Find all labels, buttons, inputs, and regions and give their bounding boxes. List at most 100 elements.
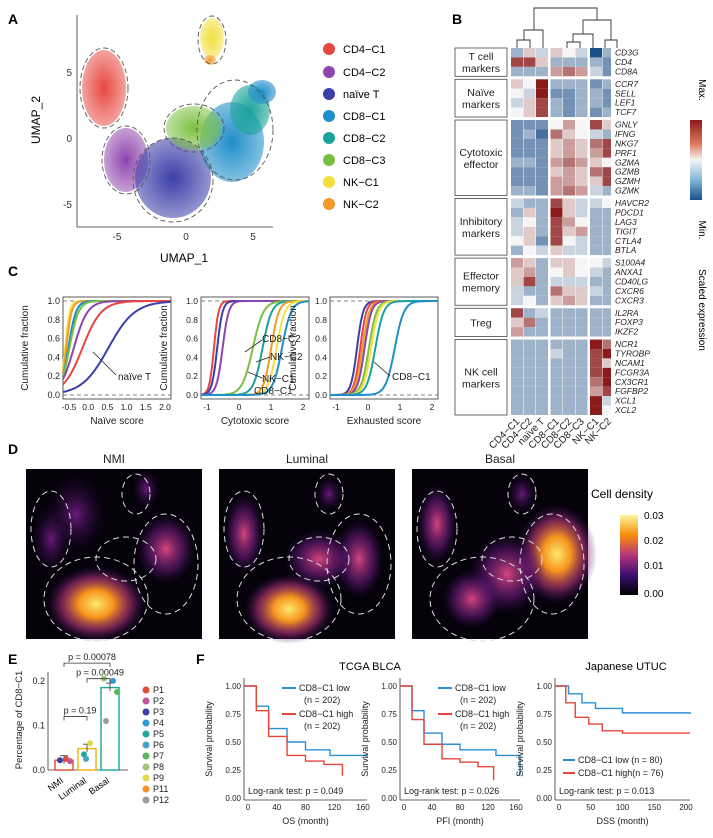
km-ylabel: Survival probability <box>204 701 214 777</box>
density-tick: 0.02 <box>644 536 664 547</box>
heatmap-cell <box>523 148 536 158</box>
gene-label: CXCR6 <box>615 286 644 296</box>
heatmap-cell <box>575 129 588 139</box>
e-ytick: 0.2 <box>32 676 45 686</box>
km-logrank: Log-rank test: p = 0.026 <box>404 786 499 796</box>
heatmap-colorbar <box>690 120 702 200</box>
cdf-ylabel: Cumulative fraction <box>20 305 31 391</box>
heatmap-cell <box>550 48 563 58</box>
umap-xtick: 0 <box>183 232 189 243</box>
panel-e-letter: E <box>8 651 17 667</box>
heatmap-cell <box>523 367 536 378</box>
cdf-xtick: 1.0 <box>121 402 133 412</box>
heatmap-cell <box>536 377 548 387</box>
heatmap-cell <box>550 339 563 349</box>
heatmap-cell <box>550 207 563 218</box>
density-legend-title: Cell density <box>591 487 653 501</box>
heatmap-cell <box>590 107 602 118</box>
heatmap-cell <box>590 129 602 139</box>
heatmap-cell <box>575 167 588 177</box>
e-dot <box>57 757 63 764</box>
heatmap-cell <box>602 348 611 359</box>
heatmap-cell <box>575 276 588 287</box>
group-label: T cell <box>469 51 494 63</box>
cdf-xtick: 0.0 <box>82 402 94 412</box>
heatmap-cell <box>602 386 611 397</box>
km-xtick: 160 <box>509 803 523 812</box>
gene-label: XCL1 <box>614 396 637 406</box>
heatmap-cell <box>563 148 575 158</box>
heatmap-cell <box>511 295 523 306</box>
heatmap-cell <box>536 48 548 58</box>
heatmap-cell <box>602 107 611 118</box>
heatmap-cell <box>563 176 575 187</box>
heatmap-cell <box>575 107 588 118</box>
heatmap-cell <box>511 327 523 337</box>
patient-label: P4 <box>153 718 164 728</box>
km-plot-3: 1.00 0.75 0.50 0.25 0.00 Survival probability… <box>515 678 693 826</box>
km-ytick: 1.00 <box>381 682 397 691</box>
heatmap-cell <box>563 129 575 139</box>
umap-ytick: 5 <box>66 68 72 79</box>
heatmap-cell <box>536 308 548 318</box>
heatmap-cell <box>563 286 575 296</box>
heatmap-cell <box>575 57 588 67</box>
patient-label: P5 <box>153 729 164 739</box>
km-ytick: 0.25 <box>225 766 241 775</box>
heatmap-cell <box>550 120 563 130</box>
heatmap-cell <box>536 295 548 306</box>
heatmap-cell <box>511 286 523 296</box>
e-pvalue: p = 0.00078 <box>68 652 116 662</box>
group-label: Treg <box>470 317 491 329</box>
heatmap-cell <box>602 358 611 368</box>
km-ytick: 1.00 <box>225 682 241 691</box>
heatmap-cell <box>602 286 611 296</box>
heatmap-cell <box>590 327 602 337</box>
gene-label: PRF1 <box>615 148 637 158</box>
heatmap-cell <box>590 308 602 318</box>
group-label: markers <box>462 99 500 111</box>
gene-label: CCR7 <box>615 79 638 89</box>
heatmap-cell <box>602 98 611 108</box>
heatmap-group-labels: T cellmarkersNaïvemarkersCytotoxiceffect… <box>454 47 508 416</box>
umap-ytick: 0 <box>66 134 72 145</box>
heatmap-cell <box>511 138 523 149</box>
panel-f-letter: F <box>196 651 205 667</box>
heatmap-cell <box>602 167 611 177</box>
gene-label: LEF1 <box>615 98 636 108</box>
cdf-ytick: 1.0 <box>186 296 198 306</box>
heatmap-cell <box>511 245 523 256</box>
patient-label: P1 <box>153 685 164 695</box>
km-ylabel: Survival probability <box>515 701 525 777</box>
density-map-title: Basal <box>485 452 515 466</box>
heatmap-cell <box>602 396 611 406</box>
gene-label: CX3CR1 <box>615 377 649 387</box>
patient-dot <box>142 708 150 716</box>
km-ytick: 0.75 <box>536 710 552 719</box>
heatmap-cell <box>563 236 575 246</box>
heatmap-cell <box>523 66 536 77</box>
heatmap-cell <box>550 226 563 237</box>
km-xtick: 40 <box>272 803 281 812</box>
heatmap-cell <box>602 120 611 130</box>
cdf-curve <box>330 300 438 396</box>
heatmap-cell <box>563 88 575 99</box>
heatmap-cell <box>523 327 536 337</box>
cdf-ytick: 0.2 <box>186 371 198 381</box>
heatmap-cell <box>590 57 602 67</box>
gene-label: S100A4 <box>615 258 646 268</box>
heatmap-cell <box>523 258 536 268</box>
heatmap-cell <box>590 405 602 415</box>
patient-label: P2 <box>153 696 164 706</box>
gene-label: GNLY <box>615 120 639 130</box>
heatmap-cell <box>550 167 563 177</box>
heatmap-cell <box>590 120 602 130</box>
heatmap-cell <box>602 57 611 67</box>
group-label: memory <box>462 283 501 295</box>
heatmap-cell <box>590 79 602 89</box>
heatmap-cell <box>590 396 602 406</box>
cdf-xtick: 1 <box>398 402 403 412</box>
heatmap-cell <box>536 236 548 246</box>
heatmap-cell <box>563 167 575 177</box>
cdf-plot-1: 1.0 0.8 0.6 0.4 0.2 0.0 Cumulative fraction -0.… <box>20 296 172 427</box>
